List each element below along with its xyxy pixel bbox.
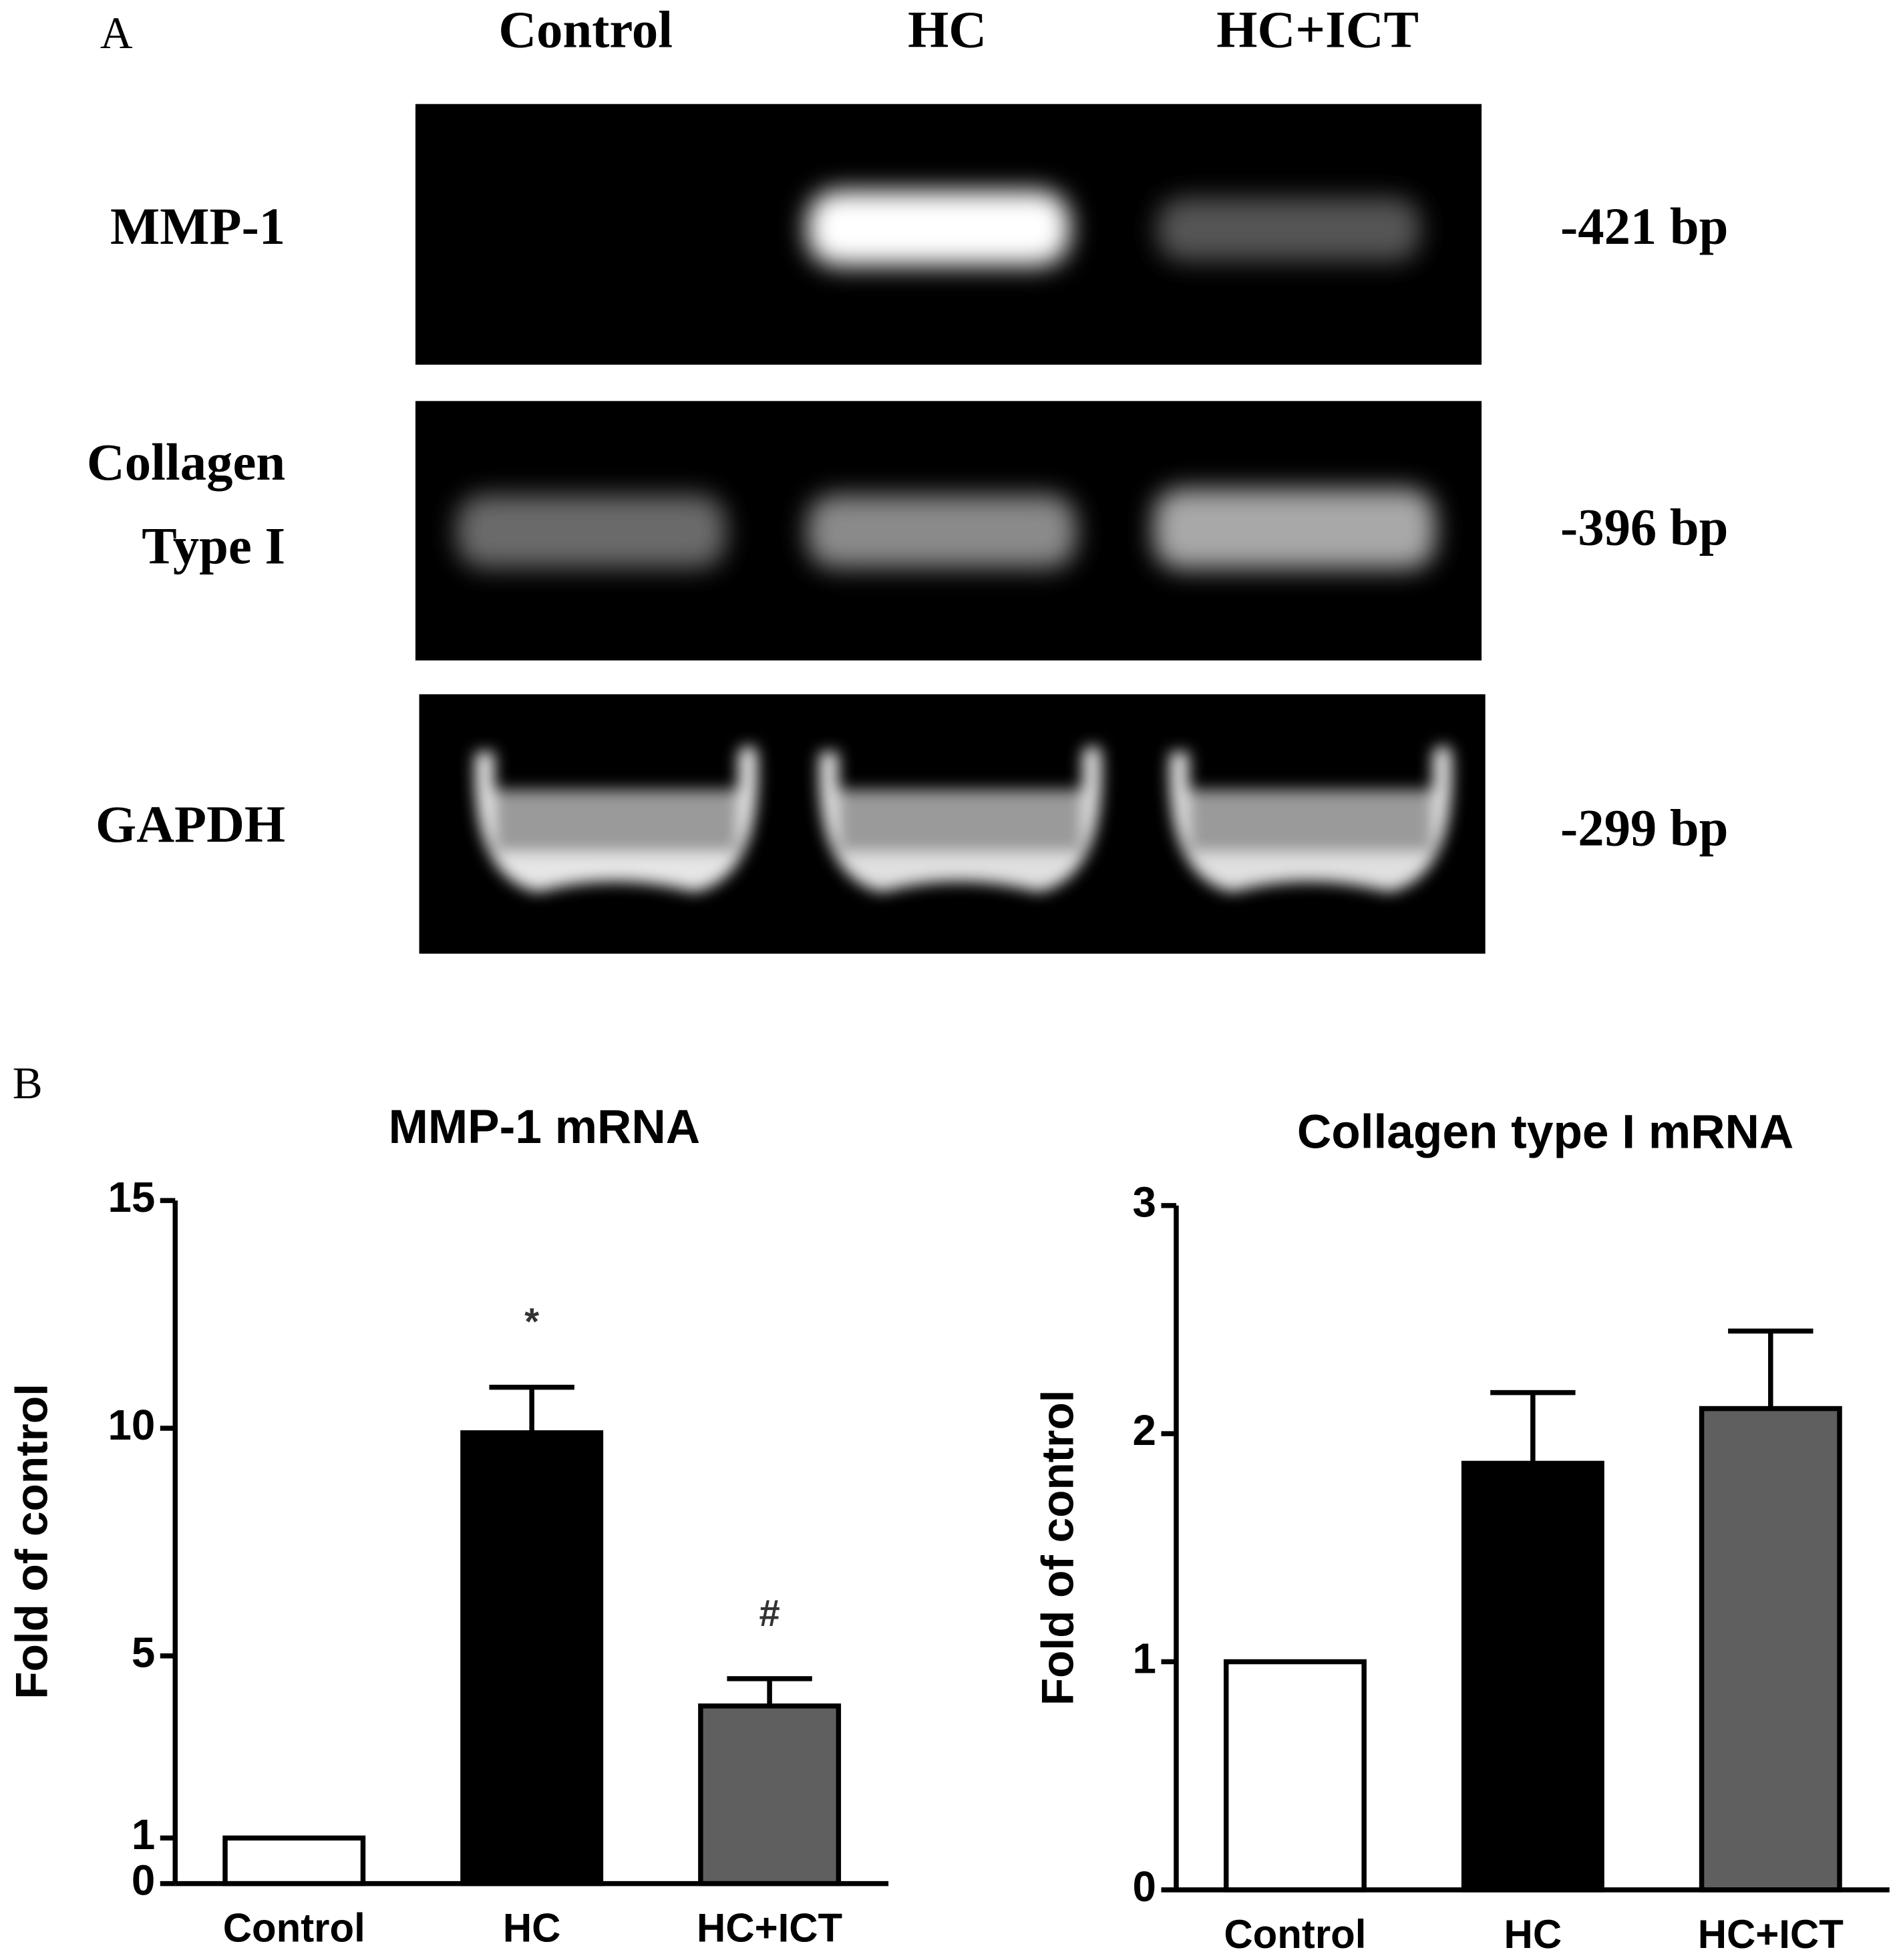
x-tick-label: HC: [503, 1906, 561, 1951]
row-label: MMP-1: [110, 198, 285, 256]
chart-title: MMP-1 mRNA: [389, 1101, 701, 1154]
panel-label: A: [100, 8, 133, 58]
band: [838, 789, 1083, 852]
gel: [415, 104, 1486, 954]
band: [1188, 789, 1433, 852]
y-tick-label: 5: [132, 1629, 155, 1677]
y-tick-label: 10: [108, 1401, 155, 1449]
significance-mark: *: [524, 1301, 539, 1343]
lane-label: HC: [908, 1, 987, 59]
bar: [1223, 1659, 1367, 1893]
band: [807, 495, 1077, 568]
row-label: GAPDH: [96, 796, 285, 854]
band-size: -396 bp: [1560, 498, 1728, 556]
bar: [1461, 1460, 1604, 1893]
x-tick-label: HC+ICT: [1698, 1912, 1844, 1957]
x-tick-label: Control: [1224, 1912, 1366, 1957]
y-axis-label: Fold of control: [7, 1383, 57, 1699]
lane-label: Control: [498, 1, 673, 59]
band-size: -299 bp: [1560, 800, 1728, 858]
x-tick-label: HC: [1504, 1912, 1562, 1957]
x-tick-label: Control: [223, 1906, 365, 1951]
band: [456, 495, 726, 568]
lane-label: HC+ICT: [1216, 1, 1419, 59]
band: [1157, 198, 1421, 261]
y-tick-label: 0: [1133, 1862, 1156, 1911]
band: [494, 789, 739, 852]
band-size: -421 bp: [1560, 198, 1728, 256]
band-group: [475, 746, 1452, 892]
panel-label: B: [13, 1058, 43, 1108]
x-tick-label: HC+ICT: [697, 1906, 842, 1951]
y-tick-label: 2: [1133, 1406, 1156, 1454]
y-tick-label: 15: [108, 1173, 155, 1221]
y-tick-label: 1: [1133, 1634, 1156, 1682]
bar: [698, 1703, 842, 1887]
row-label: Collagen: [87, 434, 285, 492]
significance-mark: #: [759, 1592, 780, 1634]
chart-title: Collagen type I mRNA: [1297, 1106, 1793, 1158]
y-tick-label: 3: [1133, 1178, 1156, 1226]
y-tick-label: 0: [132, 1856, 155, 1904]
bar: [222, 1835, 366, 1887]
row-label: Type I: [142, 517, 285, 575]
band: [1154, 488, 1435, 569]
bar: [1699, 1406, 1842, 1893]
y-tick-label: 1: [132, 1810, 155, 1858]
bar: [460, 1430, 604, 1887]
band: [807, 190, 1070, 266]
y-axis-label: Fold of control: [1033, 1390, 1083, 1706]
